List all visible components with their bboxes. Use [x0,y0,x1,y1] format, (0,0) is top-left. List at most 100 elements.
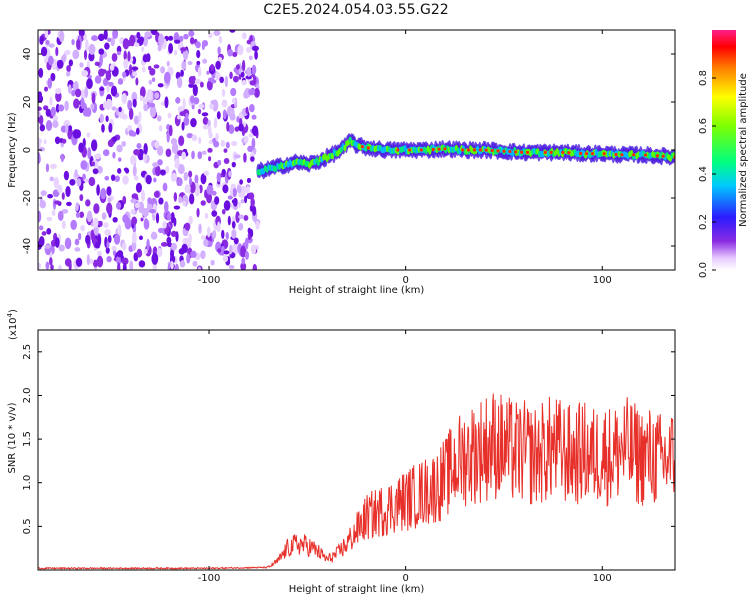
noise-speck [111,52,118,62]
noise-speck [188,233,192,244]
noise-speck [134,202,140,208]
noise-speck [151,140,155,148]
noise-speck [88,43,96,55]
noise-speck [177,105,184,113]
noise-speck [189,37,195,45]
noise-speck [75,212,81,218]
noise-speck [115,175,120,182]
signal-peak [360,145,364,149]
noise-speck [45,163,50,173]
noise-speck [174,263,179,270]
noise-speck [47,194,54,199]
noise-speck [102,101,108,110]
noise-speck [196,60,201,66]
noise-speck [170,230,177,238]
noise-speck [160,242,168,247]
noise-speck [142,54,149,63]
noise-speck [52,115,58,122]
noise-speck [79,62,84,68]
noise-speck [57,210,64,221]
noise-speck [131,216,138,226]
signal-peak [508,149,512,154]
noise-speck [104,175,110,181]
noise-speck [110,174,116,181]
noise-speck [38,210,42,223]
y-tick-label: 2.0 [22,388,33,404]
noise-speck [75,88,82,98]
noise-speck [173,217,177,227]
noise-speck [250,156,255,162]
y-tick-label: 40 [22,48,33,61]
noise-speck [77,232,82,241]
noise-speck [198,137,202,144]
noise-speck [49,96,53,106]
noise-speck [93,225,99,236]
noise-speck [80,160,88,170]
noise-speck [241,257,246,265]
noise-speck [132,165,137,177]
signal-peak [514,150,518,154]
colorbar-tick-label: 0.8 [698,70,709,86]
noise-speck [224,75,229,88]
noise-speck [53,176,60,189]
signal-peak [620,153,624,157]
noise-speck [231,229,237,239]
noise-speck [128,129,135,137]
noise-speck [60,153,64,163]
noise-speck [43,105,49,111]
noise-speck [215,60,221,70]
noise-speck [105,70,112,81]
noise-speck [107,98,113,109]
noise-speck [90,103,95,110]
noise-speck [111,245,117,251]
noise-speck [250,244,257,255]
noise-speck [118,157,122,162]
signal-band [256,133,675,180]
noise-speck [123,58,129,69]
noise-speck [222,255,229,263]
noise-speck [254,87,260,98]
noise-speck [177,163,185,175]
noise-speck [225,231,229,240]
noise-speck [140,189,146,202]
noise-speck [181,151,186,160]
noise-speck [122,262,127,270]
noise-speck [165,148,172,158]
noise-speck [174,49,178,56]
noise-speck [210,99,218,105]
noise-speck [116,201,122,210]
noise-speck [106,241,110,249]
noise-speck [108,122,113,133]
noise-speck [252,205,257,216]
noise-speck [212,229,217,239]
noise-speck [118,106,122,113]
noise-speck [130,209,136,215]
noise-speck [249,104,255,113]
noise-speck [209,103,215,110]
noise-speck [243,152,247,163]
noise-speck [133,149,140,156]
noise-speck [45,261,50,270]
noise-speck [223,250,230,255]
noise-speck [240,262,247,270]
noise-speck [139,95,144,102]
noise-speck [202,58,208,64]
noise-speck [206,80,213,91]
noise-speck [166,60,170,67]
noise-speck [238,73,242,80]
noise-speck [181,60,187,70]
noise-speck [38,67,44,78]
noise-speck [38,111,41,118]
noise-speck [158,33,165,46]
noise-speck [122,214,129,224]
noise-speck [39,196,43,205]
noise-speck [99,113,104,123]
noise-speck [121,242,127,251]
noise-speck [213,117,218,129]
noise-speck [176,77,183,89]
noise-speck [176,115,181,120]
noise-speck [153,177,157,183]
noise-speck [171,142,179,154]
noise-speck [127,50,131,62]
noise-speck [84,86,89,99]
